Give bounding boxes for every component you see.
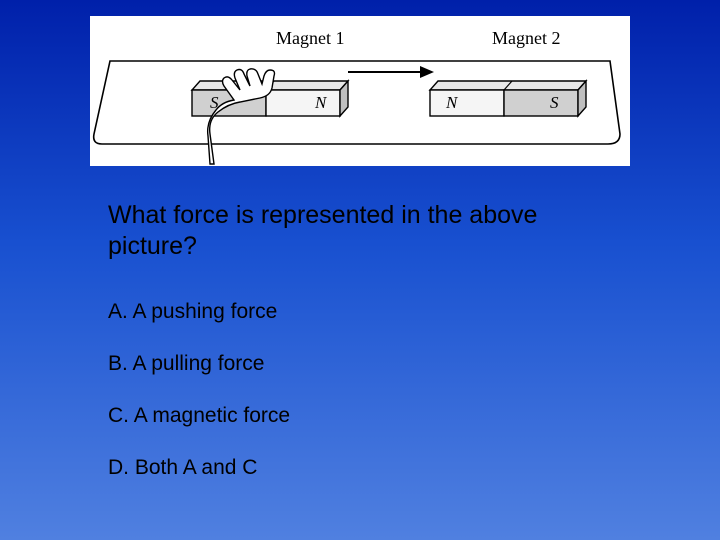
option-letter: A. [108,300,128,323]
magnet2-N: N [445,93,459,112]
magnet1-N: N [314,93,328,112]
magnet2-S: S [550,93,559,112]
option-text: A magnetic force [134,404,290,427]
push-arrow-icon [348,66,434,78]
magnet-2: N S [430,81,586,116]
option-text: A pulling force [133,352,265,375]
option-letter: D. [108,456,129,479]
question-text: What force is represented in the above p… [108,200,618,263]
option-c: C. A magnetic force [108,404,618,428]
option-d: D. Both A and C [108,456,618,480]
magnets-svg: S N N S Magnet 1 Magnet 2 [90,16,630,166]
magnet1-label: Magnet 1 [276,28,344,48]
magnet2-label: Magnet 2 [492,28,560,48]
option-letter: C. [108,404,129,427]
option-b: B. A pulling force [108,352,618,376]
option-text: A pushing force [133,300,278,323]
option-a: A. A pushing force [108,300,618,324]
magnets-figure: S N N S Magnet 1 Magnet 2 [90,16,630,166]
options-list: A. A pushing force B. A pulling force C.… [108,300,618,508]
option-letter: B. [108,352,128,375]
option-text: Both A and C [135,456,258,479]
